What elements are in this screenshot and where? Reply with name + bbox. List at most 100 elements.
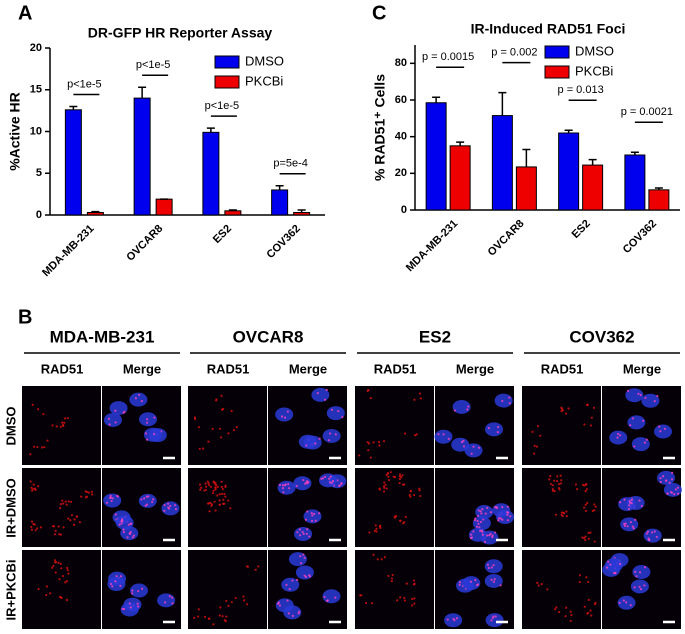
focus (419, 397, 422, 400)
focus (565, 515, 569, 518)
focus (492, 564, 495, 567)
focus (325, 388, 328, 392)
focus (201, 447, 205, 450)
focus (318, 512, 321, 515)
focus (477, 509, 480, 512)
p-value: p=5e-4 (273, 158, 308, 170)
focus (151, 500, 154, 504)
focus (57, 525, 60, 528)
focus (472, 530, 475, 533)
focus (33, 445, 36, 448)
focus (108, 496, 112, 499)
y-tick-label: 15 (30, 84, 42, 96)
focus (216, 494, 219, 497)
focus (662, 475, 665, 478)
focus (378, 487, 381, 490)
focus (537, 584, 540, 587)
focus (671, 471, 674, 474)
focus (619, 501, 622, 504)
focus (87, 491, 90, 494)
focus (144, 504, 147, 507)
focus (207, 483, 211, 487)
focus (123, 410, 126, 413)
focus (65, 580, 68, 583)
focus (499, 517, 502, 520)
focus (137, 605, 140, 608)
focus (630, 498, 633, 501)
focus (108, 423, 111, 426)
focus (114, 513, 117, 516)
focus (64, 581, 67, 584)
focus (211, 492, 215, 495)
focus (131, 589, 134, 592)
focus (549, 475, 552, 478)
focus (214, 481, 217, 484)
focus (111, 585, 114, 588)
focus (659, 477, 662, 480)
nucleus (288, 552, 307, 567)
focus (633, 586, 636, 589)
focus (375, 527, 378, 530)
focus (539, 434, 542, 437)
focus (587, 531, 590, 535)
nucleus (485, 613, 504, 628)
focus (341, 415, 344, 419)
focus (391, 573, 394, 577)
focus (37, 485, 40, 488)
focus (462, 439, 465, 442)
focus (285, 583, 288, 587)
focus (126, 536, 129, 539)
focus (65, 503, 68, 506)
focus (75, 515, 79, 518)
focus (173, 504, 177, 507)
channel-label: Merge (123, 361, 161, 376)
focus (219, 606, 222, 609)
focus (380, 558, 383, 561)
focus (69, 500, 73, 504)
focus (466, 408, 469, 411)
focus (483, 540, 487, 543)
focus (591, 509, 594, 513)
focus (497, 519, 500, 522)
focus (536, 424, 540, 428)
focus (625, 601, 628, 604)
focus (367, 389, 370, 392)
focus (30, 525, 33, 529)
focus (584, 538, 587, 542)
error-bar (91, 210, 100, 213)
focus (324, 475, 327, 478)
focus (146, 438, 149, 441)
y-tick-label: 0 (36, 209, 42, 221)
focus (490, 566, 493, 569)
p-value: p = 0.002 (491, 47, 537, 59)
focus (221, 615, 224, 618)
condition-label: IR+PKCBi (3, 559, 18, 620)
focus (360, 594, 363, 597)
focus (291, 579, 294, 582)
focus (491, 616, 494, 619)
focus (659, 430, 662, 433)
focus (306, 510, 309, 513)
focus (455, 617, 459, 620)
focus (59, 533, 63, 536)
focus (378, 525, 382, 528)
focus (91, 493, 94, 496)
focus (147, 495, 150, 498)
focus (30, 520, 34, 523)
focus (469, 580, 472, 583)
nucleus (275, 407, 294, 422)
focus (549, 482, 552, 486)
y-tick-label: 5 (36, 167, 42, 179)
focus (218, 493, 221, 496)
focus (385, 473, 388, 477)
focus (207, 617, 211, 620)
focus (574, 483, 578, 486)
focus (164, 601, 167, 604)
focus (222, 498, 225, 501)
focus (462, 445, 466, 448)
focus (470, 533, 473, 536)
micrograph (268, 550, 347, 629)
focus (223, 492, 226, 496)
focus (474, 517, 477, 520)
focus (638, 499, 641, 502)
